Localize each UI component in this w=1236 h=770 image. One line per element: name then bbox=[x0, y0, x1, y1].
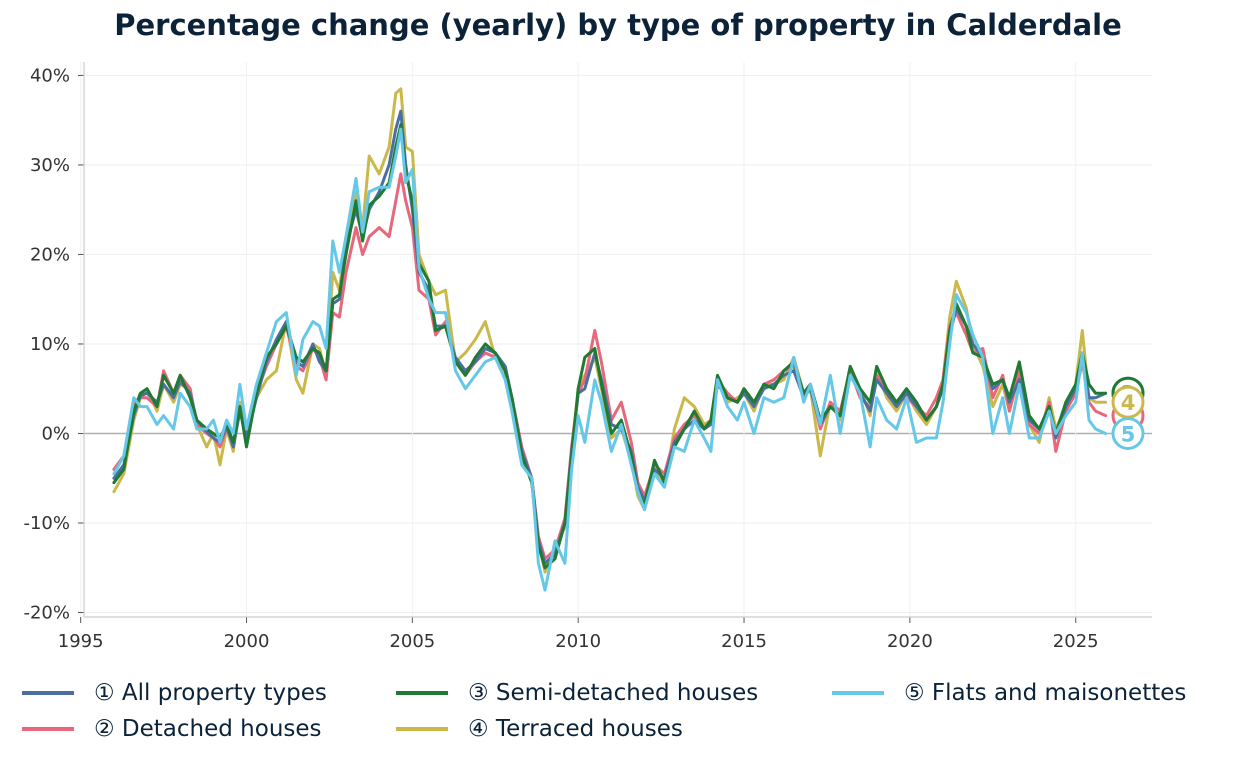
x-tick-label: 1995 bbox=[58, 631, 104, 652]
grid-lines bbox=[80, 62, 1152, 617]
legend-label: ④ Terraced houses bbox=[468, 716, 683, 742]
legend-item-5: ⑤ Flats and maisonettes bbox=[832, 680, 1186, 706]
y-tick-label: -10% bbox=[23, 513, 70, 534]
legend-swatch bbox=[832, 691, 884, 695]
legend-item-4: ④ Terraced houses bbox=[396, 716, 683, 742]
series-lines bbox=[112, 87, 1108, 592]
series-line-3 bbox=[112, 123, 1108, 570]
y-tick-label: 40% bbox=[30, 65, 70, 86]
x-tick-label: 2000 bbox=[224, 631, 270, 652]
x-tick-label: 2005 bbox=[389, 631, 435, 652]
y-tick-label: 0% bbox=[41, 423, 70, 444]
end-markers: 12345 bbox=[1111, 376, 1145, 450]
x-tick-label: 2020 bbox=[887, 631, 933, 652]
axes: -20% -10% 0% 10% 20% 30% 40% 1995 2000 2005 2010 20… bbox=[23, 62, 1152, 652]
legend: ① All property types ② Detached houses ③ S… bbox=[22, 680, 1232, 756]
legend-swatch bbox=[396, 691, 448, 695]
legend-swatch bbox=[396, 727, 448, 731]
end-marker-label-5: 5 bbox=[1121, 422, 1136, 446]
x-tick-label: 2010 bbox=[555, 631, 601, 652]
legend-item-2: ② Detached houses bbox=[22, 716, 322, 742]
legend-swatch bbox=[22, 727, 74, 731]
series-line-1 bbox=[112, 109, 1108, 565]
legend-item-3: ③ Semi-detached houses bbox=[396, 680, 758, 706]
legend-label: ③ Semi-detached houses bbox=[468, 680, 759, 706]
x-tick-label: 2015 bbox=[721, 631, 767, 652]
legend-label: ⑤ Flats and maisonettes bbox=[904, 680, 1187, 706]
legend-label: ② Detached houses bbox=[94, 716, 322, 742]
y-tick-label: 10% bbox=[30, 334, 70, 355]
y-tick-label: -20% bbox=[23, 603, 70, 624]
legend-item-1: ① All property types bbox=[22, 680, 327, 706]
x-tick-label: 2025 bbox=[1053, 631, 1099, 652]
end-marker-circle-5 bbox=[1111, 416, 1145, 450]
end-marker-label-4: 4 bbox=[1121, 391, 1136, 415]
series-line-4 bbox=[112, 87, 1108, 574]
chart-title: Percentage change (yearly) by type of pr… bbox=[114, 8, 1122, 42]
y-tick-label: 20% bbox=[30, 244, 70, 265]
series-line-5 bbox=[112, 127, 1108, 592]
series-line-2 bbox=[112, 172, 1108, 561]
line-chart: -20% -10% 0% 10% 20% 30% 40% 1995 2000 2005 2010 20… bbox=[23, 62, 1152, 652]
legend-label: ① All property types bbox=[94, 680, 327, 706]
legend-swatch bbox=[22, 691, 74, 695]
y-tick-label: 30% bbox=[30, 155, 70, 176]
